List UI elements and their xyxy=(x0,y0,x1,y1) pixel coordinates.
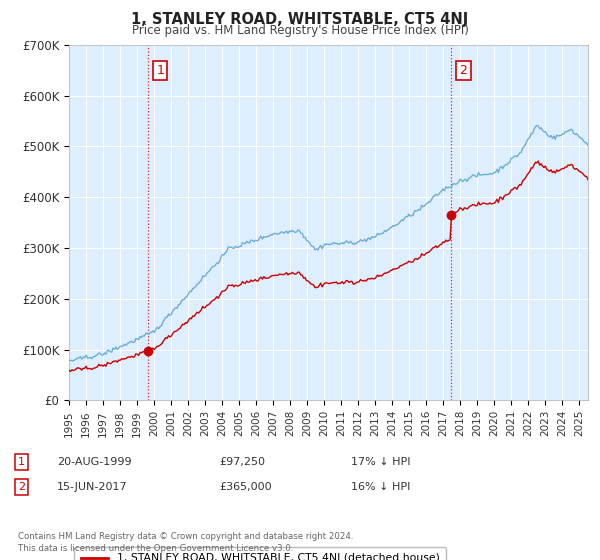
Text: Price paid vs. HM Land Registry's House Price Index (HPI): Price paid vs. HM Land Registry's House … xyxy=(131,24,469,37)
Text: Contains HM Land Registry data © Crown copyright and database right 2024.
This d: Contains HM Land Registry data © Crown c… xyxy=(18,533,353,553)
Text: £97,250: £97,250 xyxy=(219,457,265,467)
Text: 1: 1 xyxy=(157,64,164,77)
Text: 1: 1 xyxy=(18,457,25,467)
Text: 16% ↓ HPI: 16% ↓ HPI xyxy=(351,482,410,492)
Text: 1, STANLEY ROAD, WHITSTABLE, CT5 4NJ: 1, STANLEY ROAD, WHITSTABLE, CT5 4NJ xyxy=(131,12,469,27)
Text: 20-AUG-1999: 20-AUG-1999 xyxy=(57,457,131,467)
Legend: 1, STANLEY ROAD, WHITSTABLE, CT5 4NJ (detached house), HPI: Average price, detac: 1, STANLEY ROAD, WHITSTABLE, CT5 4NJ (de… xyxy=(74,547,446,560)
Text: 15-JUN-2017: 15-JUN-2017 xyxy=(57,482,128,492)
Text: 2: 2 xyxy=(18,482,25,492)
Text: £365,000: £365,000 xyxy=(219,482,272,492)
Text: 17% ↓ HPI: 17% ↓ HPI xyxy=(351,457,410,467)
Text: 2: 2 xyxy=(460,64,467,77)
